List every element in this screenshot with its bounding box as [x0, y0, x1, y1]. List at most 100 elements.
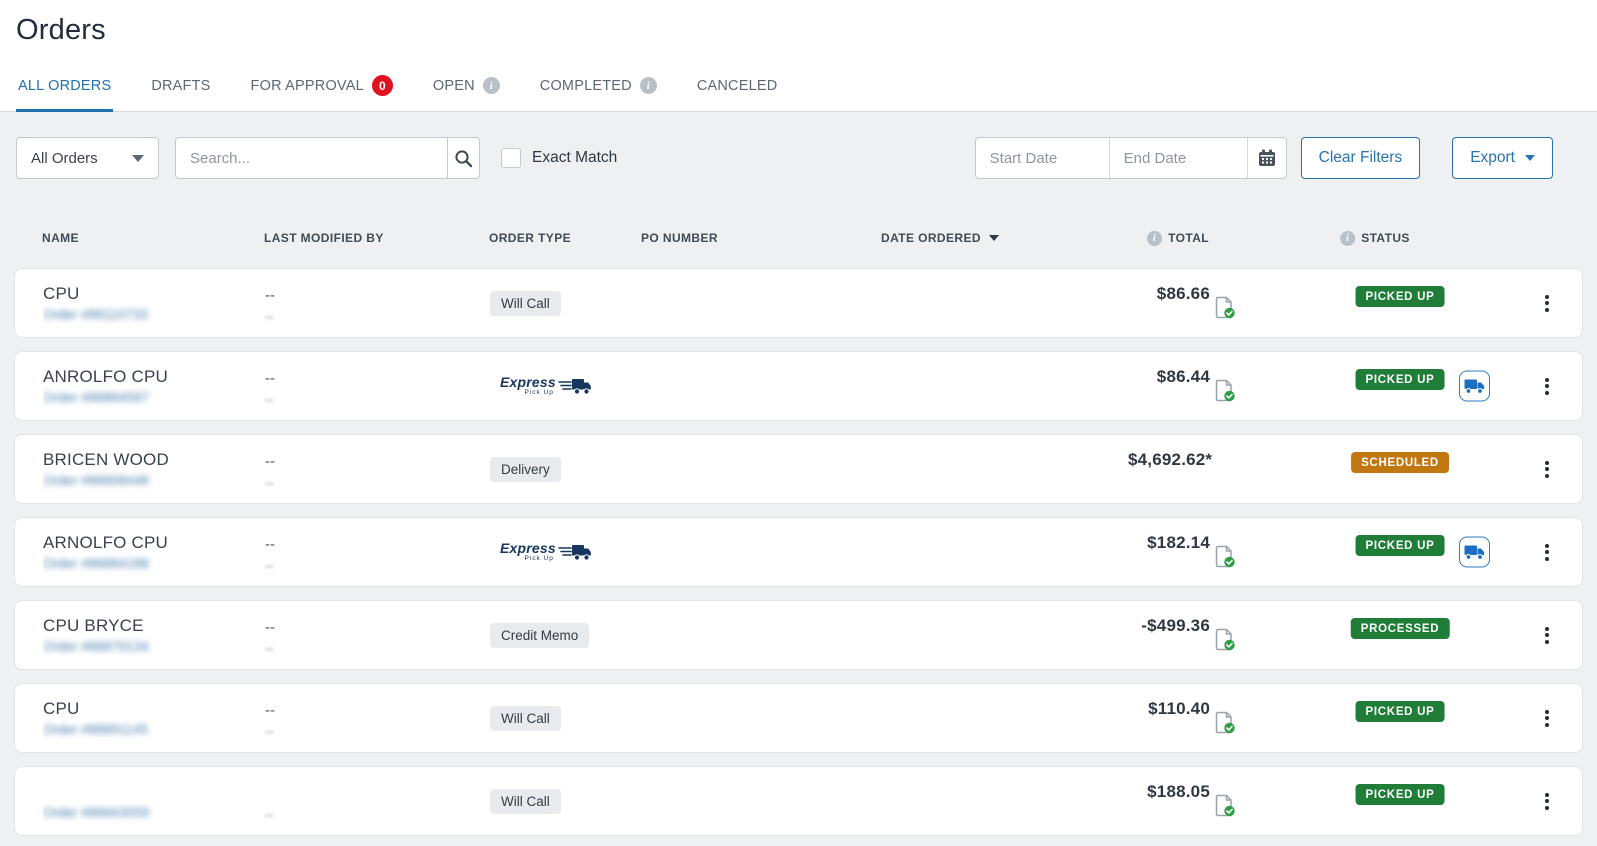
exact-match-checkbox[interactable] [501, 148, 521, 168]
delivery-truck-icon [1464, 379, 1485, 394]
orders-list: CPU Order #88110733 -- -- Will Call [14, 268, 1583, 846]
date-ordered-cell [882, 352, 1128, 420]
tab-open[interactable]: OPEN i [431, 67, 502, 112]
order-name: BRICEN WOOD [43, 450, 169, 469]
invoice-check-icon[interactable] [1215, 711, 1237, 735]
order-row: CPU BRYCE Order #88879134 -- -- Credit M… [14, 600, 1583, 670]
column-header-order-type[interactable]: ORDER TYPE [489, 231, 572, 245]
last-modified-secondary: -- [265, 558, 274, 573]
tab-drafts[interactable]: DRAFTS [149, 67, 212, 112]
last-modified-secondary: -- [265, 392, 274, 407]
column-header-status[interactable]: i STATUS [1340, 227, 1410, 249]
invoice-check-icon[interactable] [1215, 296, 1237, 320]
order-row: CPU Order #88110733 -- -- Will Call [14, 268, 1583, 338]
date-ordered-cell [882, 435, 1128, 503]
order-number-link[interactable]: Order #88110733 [43, 307, 148, 322]
date-ordered-cell [882, 601, 1128, 669]
search-button[interactable] [447, 137, 480, 179]
search-group [175, 137, 480, 179]
order-total-cell: -$499.36 [1128, 601, 1248, 669]
order-number-link[interactable]: Order #86884587 [43, 390, 149, 405]
order-total-cell: $110.40 [1128, 684, 1248, 752]
last-modified-secondary: -- [265, 641, 274, 656]
order-name [43, 781, 265, 803]
invoice-check-icon[interactable] [1215, 794, 1237, 818]
export-button[interactable]: Export [1452, 137, 1553, 179]
clear-filters-button[interactable]: Clear Filters [1300, 137, 1421, 179]
order-total: $188.05 [1147, 782, 1210, 801]
info-icon[interactable]: i [1340, 230, 1356, 246]
order-total: $86.44 [1156, 367, 1210, 386]
last-modified-cell: -- -- [265, 269, 490, 337]
status-badge: PICKED UP [1355, 784, 1445, 805]
last-modified-secondary: -- [265, 309, 274, 324]
invoice-check-icon[interactable] [1215, 628, 1237, 652]
kebab-menu-icon[interactable] [1538, 622, 1556, 648]
search-input[interactable] [175, 137, 447, 179]
tab-completed[interactable]: COMPLETED i [538, 67, 659, 112]
column-header-last-modified-by[interactable]: LAST MODIFIED BY [264, 231, 384, 245]
sort-desc-icon [988, 235, 999, 241]
kebab-menu-icon[interactable] [1538, 705, 1556, 731]
order-number-link[interactable]: Order #86884188 [43, 556, 149, 571]
kebab-menu-icon[interactable] [1538, 788, 1556, 814]
tab-all-orders[interactable]: ALL ORDERS [16, 67, 114, 112]
po-number-cell [642, 518, 882, 586]
status-badge: PROCESSED [1350, 618, 1450, 639]
last-modified-value: -- [265, 702, 275, 719]
calendar-icon [1258, 149, 1275, 166]
info-icon[interactable]: i [639, 77, 657, 94]
order-number-link[interactable]: Order #86808448 [43, 473, 149, 488]
tab-for-approval[interactable]: FOR APPROVAL 0 [249, 67, 395, 112]
invoice-check-icon[interactable] [1215, 545, 1237, 569]
status-badge: SCHEDULED [1351, 452, 1449, 473]
delivery-truck-button[interactable] [1459, 370, 1490, 402]
kebab-menu-icon[interactable] [1538, 290, 1556, 316]
table-header-row: NAME LAST MODIFIED BY ORDER TYPE PO NUMB… [14, 227, 1583, 249]
tab-bar: ALL ORDERS DRAFTS FOR APPROVAL 0 OPEN i … [0, 67, 1597, 112]
express-pickup-main: Express [500, 540, 556, 556]
calendar-button[interactable] [1246, 138, 1286, 178]
last-modified-value [265, 784, 490, 803]
start-date-input[interactable] [975, 138, 1109, 178]
last-modified-value: -- [265, 453, 275, 470]
column-header-name[interactable]: NAME [42, 231, 79, 245]
column-header-total[interactable]: i TOTAL [1127, 230, 1247, 246]
tab-label: OPEN [432, 77, 475, 94]
delivery-truck-button[interactable] [1459, 536, 1490, 568]
kebab-menu-icon[interactable] [1538, 373, 1556, 399]
end-date-input[interactable] [1108, 138, 1247, 178]
last-modified-cell: -- [265, 767, 490, 835]
invoice-check-icon[interactable] [1215, 379, 1237, 403]
order-type-select-value: All Orders [31, 149, 98, 167]
order-type-badge: Will Call [490, 788, 561, 814]
kebab-menu-icon[interactable] [1538, 456, 1556, 482]
order-type-select[interactable]: All Orders [16, 137, 159, 179]
order-name-cell: BRICEN WOOD Order #86808448 [43, 435, 265, 503]
order-type-cell: Will Call [490, 269, 642, 337]
page-title: Orders [16, 14, 106, 46]
column-header-po-number[interactable]: PO NUMBER [641, 231, 718, 245]
caret-down-icon [132, 154, 144, 162]
column-header-status-label: STATUS [1361, 231, 1410, 245]
order-number-link[interactable]: Order #86843059 [43, 805, 149, 820]
last-modified-cell: -- -- [265, 684, 490, 752]
po-number-cell [642, 684, 882, 752]
express-pickup-logo: Express Pick Up [500, 375, 592, 396]
order-type-badge: Credit Memo [490, 622, 590, 648]
info-icon[interactable]: i [482, 77, 500, 94]
order-number-link[interactable]: Order #88891145 [43, 722, 148, 737]
column-header-date-ordered[interactable]: DATE ORDERED [881, 231, 1127, 245]
order-type-badge: Will Call [490, 290, 561, 316]
last-modified-cell: -- -- [265, 518, 490, 586]
order-number-link[interactable]: Order #88879134 [43, 639, 149, 654]
express-pickup-text: Express Pick Up [500, 540, 556, 562]
order-type-cell: Will Call [490, 684, 642, 752]
express-pickup-text: Express Pick Up [500, 375, 556, 396]
kebab-menu-icon[interactable] [1538, 539, 1556, 565]
tab-canceled[interactable]: CANCELED [695, 67, 780, 112]
last-modified-secondary: -- [265, 724, 274, 739]
search-icon [455, 149, 473, 167]
info-icon[interactable]: i [1147, 230, 1163, 246]
